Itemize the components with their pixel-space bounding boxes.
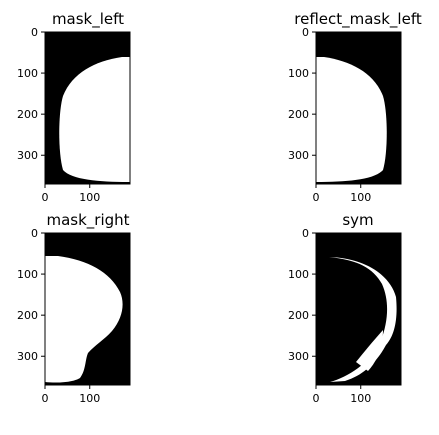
y-tick-label: 200 [288, 108, 309, 121]
panel-title: mask_left [52, 10, 124, 29]
image-frame [315, 232, 402, 386]
y-tick-label: 100 [288, 67, 309, 80]
image-frame [44, 232, 131, 386]
panel-mask-left: mask_left [44, 10, 131, 185]
panel-title: reflect_mask_left [294, 10, 422, 29]
x-tick-label: 0 [42, 392, 49, 405]
y-tick-label: 100 [17, 268, 38, 281]
y-tick-label: 300 [17, 350, 38, 363]
y-tick-label: 200 [288, 309, 309, 322]
x-tick-label: 100 [79, 392, 100, 405]
x-tick-label: 0 [42, 191, 49, 204]
image-frame [315, 31, 402, 185]
x-tick-label: 0 [313, 191, 320, 204]
y-tick-label: 300 [288, 149, 309, 162]
mask-region [45, 256, 123, 383]
mask-region [316, 57, 387, 182]
y-tick-label: 0 [31, 26, 38, 39]
panel-reflect-mask-left: reflect_mask_left [294, 10, 422, 185]
panel-title: mask_right [46, 211, 129, 230]
y-tick-label: 0 [302, 227, 309, 240]
y-tick-label: 100 [17, 67, 38, 80]
image-frame [44, 31, 131, 185]
mask-region [356, 330, 383, 371]
x-tick-label: 100 [350, 392, 371, 405]
x-tick-label: 0 [313, 392, 320, 405]
mask-region [59, 57, 130, 182]
panel-mask-right: mask_right [44, 211, 131, 386]
y-tick-label: 0 [302, 26, 309, 39]
y-tick-label: 200 [17, 309, 38, 322]
x-tick-label: 100 [350, 191, 371, 204]
y-tick-label: 300 [17, 149, 38, 162]
y-tick-label: 200 [17, 108, 38, 121]
y-tick-label: 0 [31, 227, 38, 240]
x-tick-label: 100 [79, 191, 100, 204]
panel-title: sym [342, 211, 373, 229]
panel-sym: sym [315, 211, 402, 386]
y-tick-label: 300 [288, 350, 309, 363]
y-tick-label: 100 [288, 268, 309, 281]
